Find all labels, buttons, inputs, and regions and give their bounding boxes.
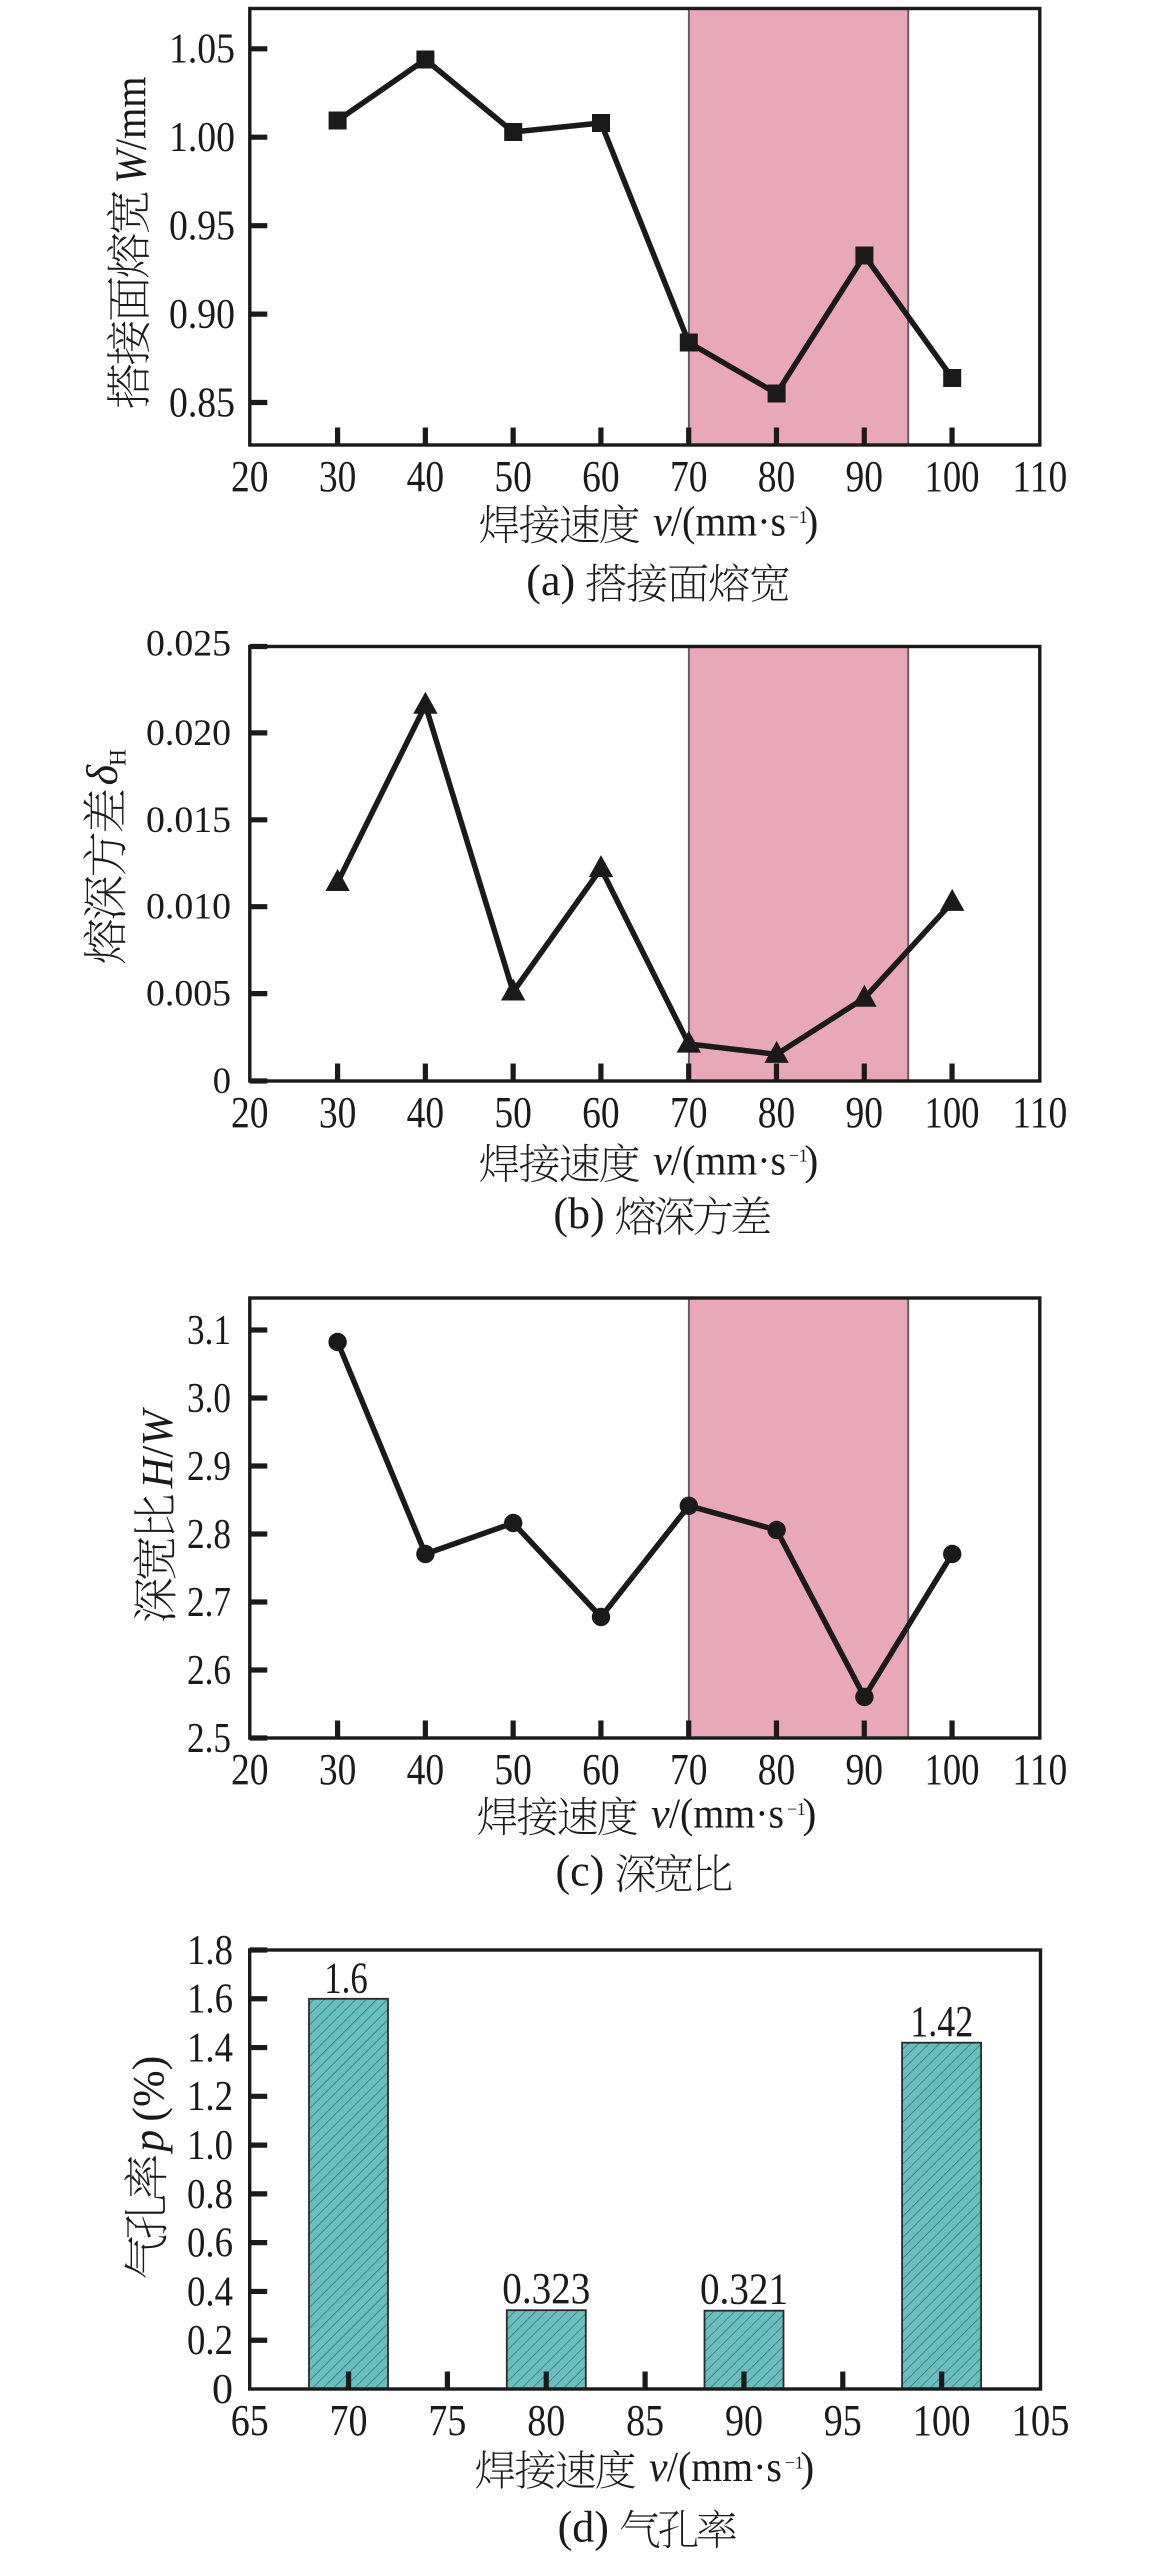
- svg-text:(d): (d): [558, 2502, 609, 2551]
- svg-text:100: 100: [925, 1745, 980, 1794]
- svg-text:): ): [800, 2445, 814, 2491]
- svg-text:2.8: 2.8: [187, 1512, 231, 1558]
- svg-text:0: 0: [212, 2367, 233, 2413]
- svg-text:100: 100: [913, 2396, 971, 2445]
- svg-text:90: 90: [846, 1088, 884, 1137]
- svg-text:0.005: 0.005: [146, 973, 231, 1014]
- svg-text:30: 30: [319, 452, 357, 501]
- svg-text:H: H: [106, 749, 132, 766]
- svg-text:20: 20: [231, 1745, 269, 1794]
- svg-text:100: 100: [925, 452, 980, 501]
- svg-text:2.6: 2.6: [187, 1648, 231, 1694]
- svg-text:0.020: 0.020: [146, 712, 231, 753]
- svg-text:/(mm·s: /(mm·s: [669, 1792, 784, 1838]
- svg-text:(c): (c): [556, 1846, 605, 1895]
- svg-text:W/mm: W/mm: [107, 77, 156, 184]
- svg-text:20: 20: [231, 1088, 269, 1137]
- svg-text:30: 30: [319, 1745, 357, 1794]
- svg-text:110: 110: [1012, 452, 1067, 501]
- svg-text:−1: −1: [789, 507, 808, 527]
- svg-text:0.4: 0.4: [187, 2269, 233, 2315]
- svg-text:0.8: 0.8: [187, 2172, 233, 2218]
- svg-text:50: 50: [494, 1088, 532, 1137]
- svg-text:v: v: [653, 500, 672, 546]
- svg-text:1.42: 1.42: [910, 1997, 973, 2046]
- svg-text:H/W: H/W: [133, 1407, 182, 1489]
- svg-text:20: 20: [231, 452, 269, 501]
- svg-text:3.1: 3.1: [187, 1308, 231, 1354]
- svg-text:0.025: 0.025: [146, 623, 231, 664]
- svg-text:2.7: 2.7: [187, 1580, 231, 1626]
- svg-text:1.05: 1.05: [169, 27, 235, 73]
- svg-text:−1: −1: [789, 1146, 808, 1166]
- svg-text:δ: δ: [78, 763, 127, 785]
- svg-text:0.015: 0.015: [146, 799, 231, 840]
- svg-text:50: 50: [494, 452, 532, 501]
- svg-text:): ): [804, 1138, 818, 1184]
- svg-text:v: v: [649, 2445, 668, 2491]
- svg-text:2.9: 2.9: [187, 1444, 231, 1490]
- svg-text:70: 70: [670, 1745, 708, 1794]
- svg-text:1.2: 1.2: [187, 2074, 233, 2120]
- svg-text:(a): (a): [526, 556, 575, 605]
- svg-text:80: 80: [758, 452, 796, 501]
- svg-text:110: 110: [1012, 1088, 1067, 1137]
- svg-text:1.6: 1.6: [324, 1953, 368, 2002]
- svg-text:50: 50: [494, 1745, 532, 1794]
- svg-text:0.90: 0.90: [169, 292, 235, 338]
- svg-text:90: 90: [846, 1745, 884, 1794]
- svg-text:/(mm·s: /(mm·s: [667, 2445, 782, 2491]
- svg-text:1.8: 1.8: [187, 1928, 233, 1974]
- svg-text:80: 80: [758, 1088, 796, 1137]
- svg-text:): ): [802, 1792, 816, 1838]
- svg-text:40: 40: [407, 1745, 445, 1794]
- svg-text:60: 60: [582, 1745, 620, 1794]
- svg-text:70: 70: [670, 452, 708, 501]
- svg-text:(%): (%): [124, 2056, 173, 2122]
- svg-text:90: 90: [725, 2396, 763, 2445]
- svg-text:110: 110: [1012, 1745, 1067, 1794]
- svg-text:0.85: 0.85: [169, 380, 235, 426]
- svg-text:0.6: 0.6: [187, 2221, 233, 2267]
- svg-text:0.95: 0.95: [169, 204, 235, 250]
- svg-text:1.4: 1.4: [187, 2025, 233, 2071]
- svg-text:−1: −1: [787, 1799, 806, 1819]
- svg-text:30: 30: [319, 1088, 357, 1137]
- svg-text:/(mm·s: /(mm·s: [671, 500, 786, 546]
- svg-text:/(mm·s: /(mm·s: [671, 1138, 786, 1184]
- svg-text:(b): (b): [553, 1189, 604, 1238]
- svg-text:100: 100: [925, 1088, 980, 1137]
- svg-text:0.321: 0.321: [700, 2265, 788, 2314]
- svg-text:0.2: 0.2: [187, 2318, 233, 2364]
- svg-text:0: 0: [213, 1060, 231, 1101]
- svg-text:0.010: 0.010: [146, 886, 231, 927]
- svg-text:65: 65: [231, 2396, 269, 2445]
- svg-text:80: 80: [527, 2396, 565, 2445]
- svg-text:1.0: 1.0: [187, 2123, 233, 2169]
- svg-text:0.323: 0.323: [502, 2264, 590, 2313]
- svg-text:3.0: 3.0: [187, 1376, 231, 1422]
- svg-text:85: 85: [626, 2396, 664, 2445]
- svg-text:v: v: [651, 1792, 670, 1838]
- svg-text:v: v: [653, 1138, 672, 1184]
- svg-text:105: 105: [1012, 2396, 1070, 2445]
- svg-text:60: 60: [582, 1088, 620, 1137]
- svg-text:1.00: 1.00: [169, 115, 235, 161]
- svg-text:2.5: 2.5: [187, 1716, 231, 1762]
- svg-text:70: 70: [330, 2396, 368, 2445]
- svg-text:90: 90: [846, 452, 884, 501]
- svg-text:1.6: 1.6: [187, 1977, 233, 2023]
- svg-text:80: 80: [758, 1745, 796, 1794]
- svg-text:70: 70: [670, 1088, 708, 1137]
- svg-text:95: 95: [824, 2396, 862, 2445]
- svg-text:40: 40: [407, 1088, 445, 1137]
- svg-text:75: 75: [428, 2396, 466, 2445]
- svg-text:60: 60: [582, 452, 620, 501]
- svg-text:): ): [804, 500, 818, 546]
- svg-text:−1: −1: [785, 2452, 804, 2472]
- svg-text:p: p: [124, 2130, 173, 2155]
- svg-text:40: 40: [407, 452, 445, 501]
